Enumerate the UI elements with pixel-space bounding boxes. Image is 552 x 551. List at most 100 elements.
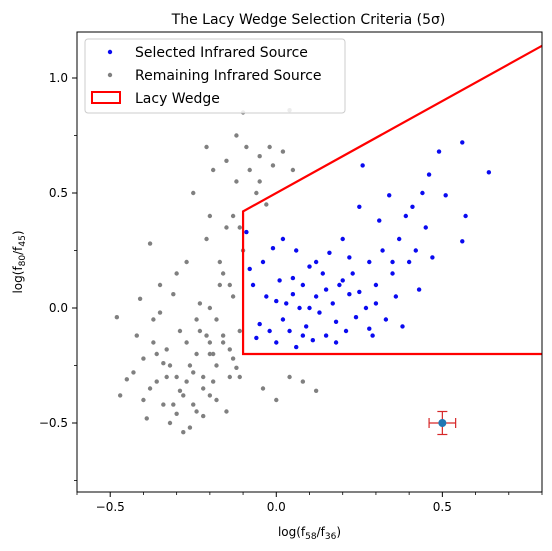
remaining-point [207, 351, 213, 357]
selected-point [403, 213, 409, 219]
selected-point [353, 315, 359, 320]
legend-marker-remaining [107, 72, 113, 78]
x-tick-label: −0.5 [96, 500, 125, 514]
legend-marker-wedge [91, 91, 121, 104]
x-axis-ticks: −0.5 0.0 0.5 [76, 492, 543, 514]
remaining-point [224, 158, 229, 163]
selected-point [460, 239, 465, 244]
selected-point [416, 287, 422, 292]
selected-point [290, 275, 296, 281]
x-tick-label: 0.5 [433, 500, 452, 514]
remaining-point [164, 347, 169, 352]
remaining-point [164, 374, 169, 380]
selected-point [436, 149, 442, 154]
selected-point [330, 301, 335, 306]
selected-point [400, 324, 405, 329]
legend-box [84, 38, 346, 114]
remaining-point [267, 144, 272, 150]
selected-point [357, 204, 362, 209]
remaining-point [114, 315, 120, 320]
selected-point [370, 333, 375, 338]
selected-point [406, 259, 412, 265]
y-tick-label: 1.0 [49, 71, 68, 85]
remaining-point [197, 328, 203, 334]
remaining-point [280, 149, 286, 154]
selected-point [413, 248, 418, 253]
remaining-point [234, 133, 239, 138]
remaining-point [181, 393, 186, 398]
remaining-point [254, 190, 259, 196]
remaining-point [177, 328, 183, 334]
selected-point [486, 170, 492, 175]
selected-point [423, 225, 428, 230]
remaining-point [184, 340, 189, 345]
remaining-point [290, 167, 296, 173]
remaining-point [220, 271, 226, 276]
remaining-points-group [114, 108, 319, 435]
remaining-point [234, 179, 239, 184]
remaining-point [161, 402, 166, 407]
remaining-point [204, 144, 209, 150]
remaining-point [187, 363, 193, 368]
selected-point [287, 328, 292, 334]
remaining-point [274, 397, 279, 403]
remaining-point [214, 363, 219, 368]
selected-point [410, 204, 415, 209]
remaining-point [161, 361, 166, 366]
selected-point [360, 163, 365, 168]
remaining-point [174, 411, 179, 416]
remaining-point [230, 356, 236, 361]
remaining-point [191, 402, 196, 407]
selected-point [340, 236, 345, 242]
selected-point [270, 246, 276, 251]
selected-point [320, 271, 325, 276]
selected-point [297, 305, 302, 311]
selected-point [327, 250, 332, 255]
selected-point [313, 294, 319, 299]
remaining-point [227, 282, 232, 288]
y-tick-label: 0.5 [49, 186, 68, 200]
remaining-point [230, 294, 236, 299]
selected-point [254, 335, 259, 341]
selected-point [300, 333, 306, 338]
remaining-point [171, 402, 176, 407]
selected-point [323, 333, 329, 338]
x-tick-label: 0.0 [267, 500, 286, 514]
selected-point [420, 190, 425, 196]
remaining-point [207, 305, 213, 311]
remaining-point [147, 241, 153, 246]
selected-point [387, 193, 392, 198]
selected-point [323, 287, 329, 292]
remaining-point [201, 413, 206, 419]
remaining-point [237, 374, 242, 380]
remaining-point [174, 271, 179, 276]
error-center-point [438, 419, 447, 427]
selected-point [250, 282, 256, 288]
selected-point [284, 301, 289, 306]
remaining-point [237, 328, 242, 334]
remaining-point [214, 397, 219, 403]
remaining-point [144, 416, 149, 421]
selected-point [267, 328, 272, 334]
selected-point [426, 172, 432, 177]
remaining-point [260, 386, 266, 391]
remaining-point [134, 333, 139, 338]
wedge-group [241, 44, 542, 356]
remaining-point [151, 340, 156, 345]
remaining-point [177, 388, 183, 393]
remaining-point [220, 333, 226, 338]
remaining-point [184, 379, 189, 384]
lacy-wedge-boundary [241, 44, 542, 356]
remaining-point [184, 259, 189, 265]
selected-point [264, 294, 269, 299]
selected-point [363, 305, 369, 311]
remaining-point [117, 393, 123, 398]
legend-label-selected: Selected Infrared Source [135, 45, 308, 61]
remaining-point [181, 430, 186, 435]
selected-point [333, 319, 339, 324]
selected-point [350, 271, 355, 276]
chart-title: The Lacy Wedge Selection Criteria (5σ) [171, 12, 446, 28]
remaining-point [210, 167, 216, 173]
remaining-point [244, 144, 249, 150]
